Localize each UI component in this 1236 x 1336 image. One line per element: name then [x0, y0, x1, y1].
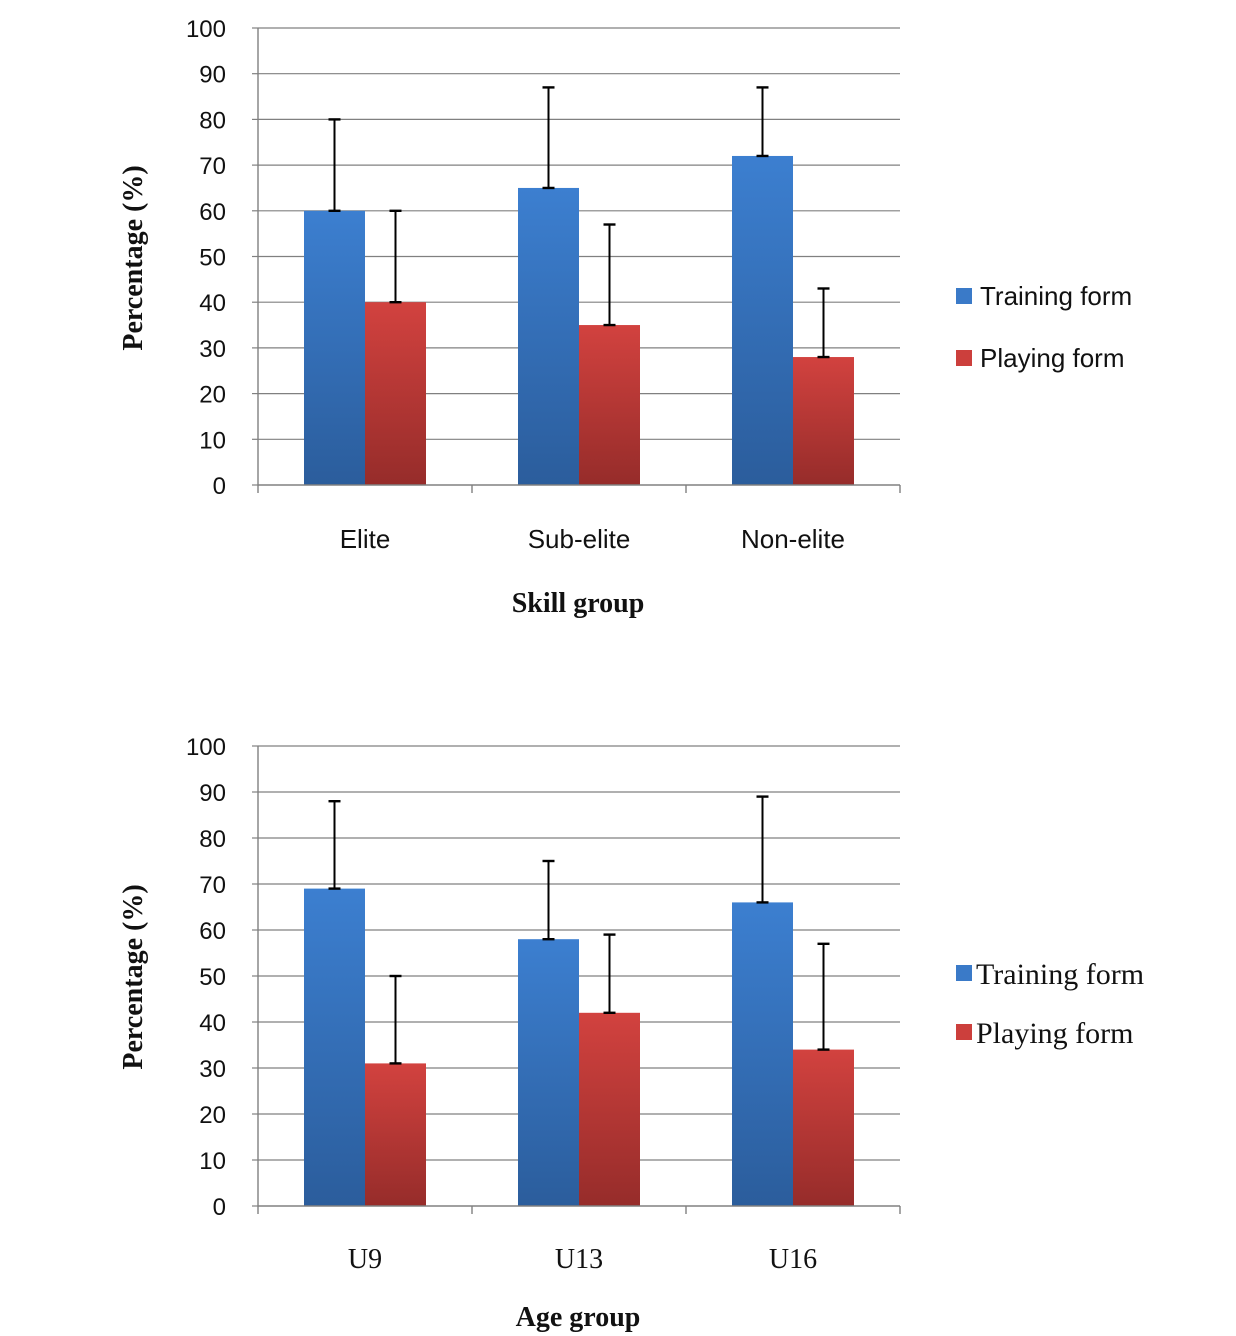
error-bars — [328, 86, 830, 359]
bars — [304, 155, 854, 486]
y-tick-label: 60 — [199, 199, 226, 226]
y-tick-label: 90 — [199, 780, 226, 807]
y-tick-label: 20 — [199, 382, 226, 409]
y-tick-label: 0 — [213, 473, 226, 500]
category-label: U9 — [348, 1244, 382, 1275]
bar-playing — [579, 325, 640, 485]
y-tick-label: 20 — [199, 1102, 226, 1129]
y-tick-labels: 0 10 20 30 40 50 60 70 80 90 100 — [186, 734, 226, 1221]
y-tick-label: 60 — [199, 918, 226, 945]
y-tick-label: 10 — [199, 427, 226, 454]
legend-swatch-training — [956, 965, 972, 981]
y-tick-label: 40 — [199, 290, 226, 317]
y-axis-title: Percentage (%) — [118, 884, 149, 1069]
category-labels: Elite Sub-elite Non-elite — [340, 524, 845, 554]
bar-training — [518, 187, 579, 485]
y-tick-label: 50 — [199, 245, 226, 272]
category-label: U16 — [769, 1244, 817, 1275]
y-tick-label: 30 — [199, 336, 226, 363]
bar-training — [518, 939, 579, 1206]
axes — [252, 27, 901, 493]
bar-playing — [365, 302, 426, 485]
legend-label-playing: Playing form — [980, 343, 1125, 373]
bar-playing — [365, 1063, 426, 1206]
legend-label-playing: Playing form — [976, 1017, 1134, 1050]
legend-swatch-playing — [956, 350, 972, 366]
y-tick-label: 90 — [199, 62, 226, 89]
y-tick-label: 70 — [199, 872, 226, 899]
category-label: Elite — [340, 524, 391, 554]
legend: Training form Playing form — [956, 958, 1144, 1050]
chart-age-group: 0 10 20 30 40 50 60 70 80 90 100 U9 U13 U16 Age grou… — [118, 734, 1144, 1333]
y-tick-label: 30 — [199, 1056, 226, 1083]
y-tick-label: 10 — [199, 1148, 226, 1175]
y-tick-label: 50 — [199, 964, 226, 991]
y-tick-labels: 0 10 20 30 40 50 60 70 80 90 100 — [186, 16, 226, 500]
legend-swatch-playing — [956, 1024, 972, 1040]
chart-skill-group: 0 10 20 30 40 50 60 70 80 90 100 Elite Sub-elite Non… — [118, 16, 1132, 619]
category-label: Sub-elite — [528, 524, 631, 554]
legend-label-training: Training form — [980, 281, 1132, 311]
category-label: U13 — [555, 1244, 603, 1275]
bar-training — [304, 210, 365, 486]
y-tick-label: 0 — [213, 1194, 226, 1221]
bar-training — [304, 888, 365, 1206]
legend-label-training: Training form — [976, 958, 1144, 991]
y-tick-label: 80 — [199, 107, 226, 134]
bar-training — [732, 902, 793, 1206]
bars — [304, 888, 854, 1206]
legend-swatch-training — [956, 288, 972, 304]
bar-playing — [579, 1012, 640, 1206]
x-axis-title: Age group — [516, 1302, 641, 1333]
x-axis-title: Skill group — [512, 588, 645, 619]
category-label: Non-elite — [741, 524, 845, 554]
y-tick-label: 70 — [199, 153, 226, 180]
y-tick-label: 80 — [199, 826, 226, 853]
y-tick-label: 40 — [199, 1010, 226, 1037]
y-axis-title: Percentage (%) — [118, 165, 149, 350]
bar-training — [732, 155, 793, 485]
y-tick-label: 100 — [186, 16, 226, 43]
legend: Training form Playing form — [956, 281, 1132, 373]
category-labels: U9 U13 U16 — [348, 1244, 817, 1275]
error-bars — [328, 795, 830, 1065]
axes — [252, 745, 901, 1214]
bar-playing — [793, 357, 854, 485]
y-tick-label: 100 — [186, 734, 226, 761]
bar-playing — [793, 1049, 854, 1206]
